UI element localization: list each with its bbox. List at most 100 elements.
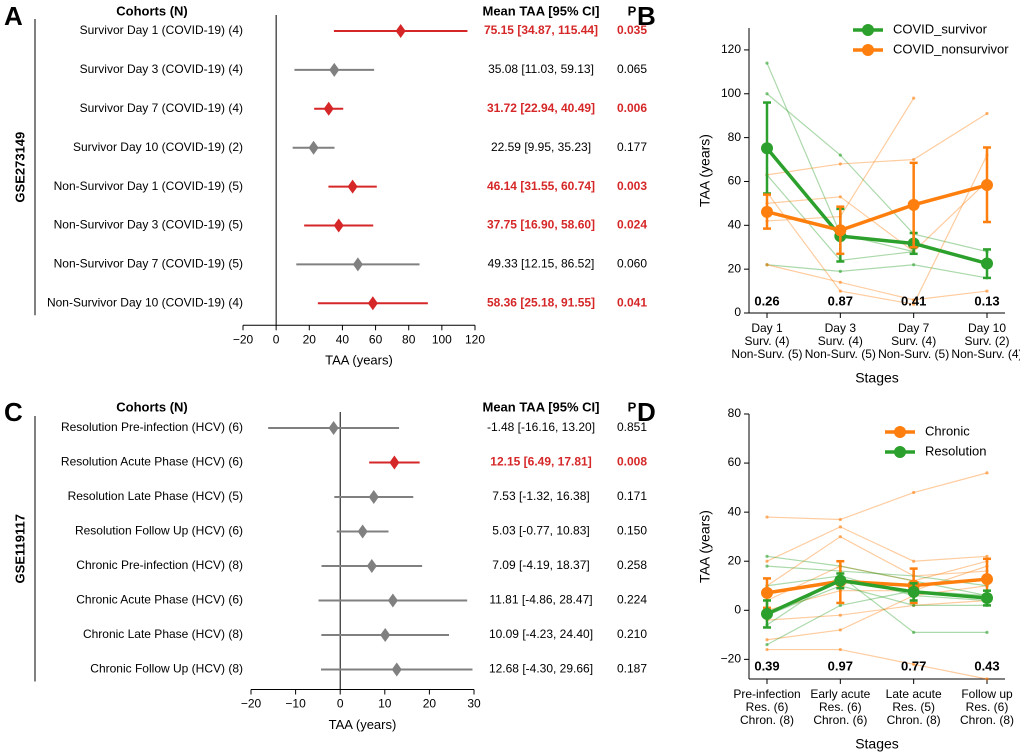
mean-marker <box>308 140 319 155</box>
mean-ci-value: 75.15 [34.87, 115.44] <box>484 23 598 37</box>
mean-ci-value: 31.72 [22.94, 40.49] <box>487 101 595 115</box>
mean-marker <box>329 62 340 77</box>
individual-point <box>765 564 769 568</box>
x-tick-label: Surv. (2) <box>964 334 1009 348</box>
dataset-label: GSE273149 <box>12 132 27 203</box>
x-axis-label: TAA (years) <box>329 717 397 732</box>
individual-trajectory <box>766 565 988 611</box>
legend-label: Chronic <box>925 423 970 438</box>
x-tick-label: Day 10 <box>968 321 1006 335</box>
individual-point <box>765 643 769 647</box>
individual-point <box>912 96 916 100</box>
x-tick-label: Surv. (4) <box>744 334 789 348</box>
individual-trajectory <box>766 93 988 253</box>
p-value: 0.41 <box>901 293 926 308</box>
individual-point <box>838 525 842 529</box>
individual-trajectory <box>766 585 988 641</box>
individual-point <box>985 677 989 681</box>
x-tick-label: Res. (6) <box>966 700 1009 714</box>
mean-line <box>766 578 988 616</box>
p-value: 0.150 <box>617 524 647 538</box>
forest-plot-C: C Cohorts (N) Mean TAA [95% CI] P GSE119117 −… <box>4 397 647 732</box>
x-tick-label: Day 3 <box>825 321 857 335</box>
x-tick-label: 20 <box>303 332 317 346</box>
mean-point <box>761 142 773 155</box>
mean-marker <box>389 455 400 470</box>
individual-trajectory <box>766 590 988 646</box>
x-tick-label: Chron. (6) <box>813 713 867 727</box>
cohort-label: Resolution Acute Phase (HCV) (6) <box>61 455 243 469</box>
cohort-label: Resolution Pre-infection (HCV) (6) <box>61 420 243 434</box>
p-value: 0.26 <box>754 293 779 308</box>
individual-trajectory <box>766 555 988 597</box>
mean-ci-value: 49.33 [12.15, 86.52] <box>488 257 595 271</box>
x-tick-label: 10 <box>378 697 392 711</box>
legend-marker <box>862 44 874 56</box>
individual-trajectory <box>766 526 988 562</box>
x-tick-label: Surv. (4) <box>891 334 936 348</box>
mean-point <box>981 257 993 270</box>
p-value: 0.024 <box>617 218 647 232</box>
p-value: 0.041 <box>617 295 647 309</box>
x-tick-label: 30 <box>467 697 481 711</box>
y-tick-label: 0 <box>734 602 741 616</box>
y-tick-label: 20 <box>728 553 742 567</box>
individual-point <box>838 535 842 539</box>
individual-point <box>985 111 989 116</box>
individual-point <box>912 302 916 306</box>
legend-marker <box>894 446 906 458</box>
y-tick-label: 80 <box>728 406 742 420</box>
mean-point <box>761 607 773 620</box>
x-tick-label: Follow up <box>961 687 1013 701</box>
x-tick-label: 40 <box>336 332 350 346</box>
x-tick-label: Res. (6) <box>819 700 862 714</box>
panel-letter: D <box>637 397 656 427</box>
x-tick-label: Chron. (8) <box>887 713 941 727</box>
p-value: 0.035 <box>617 23 647 37</box>
cohort-label: Chronic Pre-infection (HCV) (8) <box>76 558 243 572</box>
mean-point <box>907 585 920 598</box>
individual-point <box>838 603 842 607</box>
individual-point <box>765 647 769 652</box>
mean-ci-value: -1.48 [-16.16, 13.20] <box>487 420 595 434</box>
mean-point <box>981 179 993 192</box>
mean-point <box>761 205 773 218</box>
x-tick-label: −20 <box>233 332 254 346</box>
p-value: 0.171 <box>617 489 647 503</box>
mean-point <box>981 573 993 586</box>
cohort-label: Non-Survivor Day 1 (COVID-19) (5) <box>54 179 243 193</box>
y-tick-label: 40 <box>728 504 742 518</box>
x-tick-label: 0 <box>273 332 280 346</box>
individual-point <box>838 280 842 284</box>
mean-point <box>981 591 993 604</box>
individual-point <box>765 554 769 558</box>
mean-marker <box>323 101 334 116</box>
p-value: 0.177 <box>617 140 647 154</box>
individual-point <box>912 263 916 267</box>
individual-point <box>838 613 842 617</box>
p-value: 0.210 <box>617 627 647 641</box>
individual-trajectory <box>766 112 988 176</box>
mean-marker <box>367 296 378 311</box>
cohort-label: Resolution Follow Up (HCV) (6) <box>75 524 243 538</box>
p-value: 0.77 <box>901 658 926 673</box>
p-value: 0.060 <box>617 257 647 271</box>
x-tick-label: 60 <box>369 332 383 346</box>
y-axis-label: TAA (years) <box>697 510 713 583</box>
mean-marker <box>366 559 377 573</box>
individual-trajectory <box>766 585 987 616</box>
x-tick-label: 0 <box>337 697 344 711</box>
cohort-label: Survivor Day 10 (COVID-19) (2) <box>73 140 243 154</box>
individual-trajectory <box>766 181 988 253</box>
individual-trajectory <box>766 575 987 633</box>
mean-ci-value: 12.15 [6.49, 17.81] <box>490 455 591 469</box>
individual-point <box>765 638 769 642</box>
p-value: 0.006 <box>617 101 647 115</box>
x-tick-label: Res. (5) <box>892 700 935 714</box>
cohorts-header: Cohorts (N) <box>116 3 188 18</box>
individual-point <box>985 471 989 475</box>
mean-marker <box>328 421 339 435</box>
individual-point <box>985 289 989 293</box>
p-value: 0.87 <box>828 293 853 308</box>
